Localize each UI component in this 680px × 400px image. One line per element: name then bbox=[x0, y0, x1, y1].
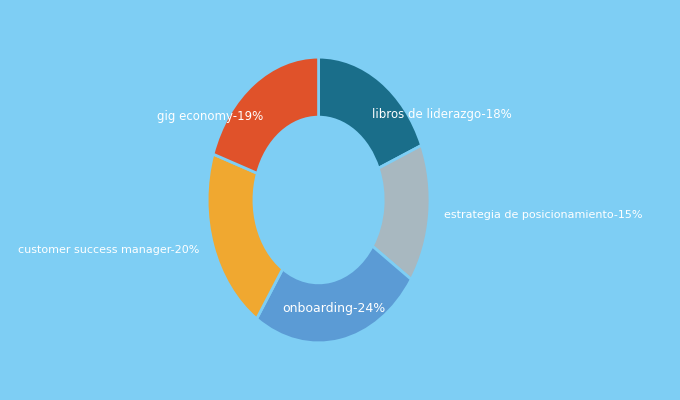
Wedge shape bbox=[213, 57, 318, 173]
Wedge shape bbox=[256, 246, 411, 343]
Wedge shape bbox=[207, 154, 283, 319]
Wedge shape bbox=[318, 57, 422, 168]
Text: gig economy-19%: gig economy-19% bbox=[156, 110, 263, 123]
Text: estrategia de posicionamiento-15%: estrategia de posicionamiento-15% bbox=[444, 210, 643, 220]
Text: libros de liderazgo-18%: libros de liderazgo-18% bbox=[372, 108, 512, 121]
Wedge shape bbox=[373, 145, 430, 279]
Text: onboarding-24%: onboarding-24% bbox=[283, 302, 386, 314]
Text: customer success manager-20%: customer success manager-20% bbox=[18, 244, 199, 254]
